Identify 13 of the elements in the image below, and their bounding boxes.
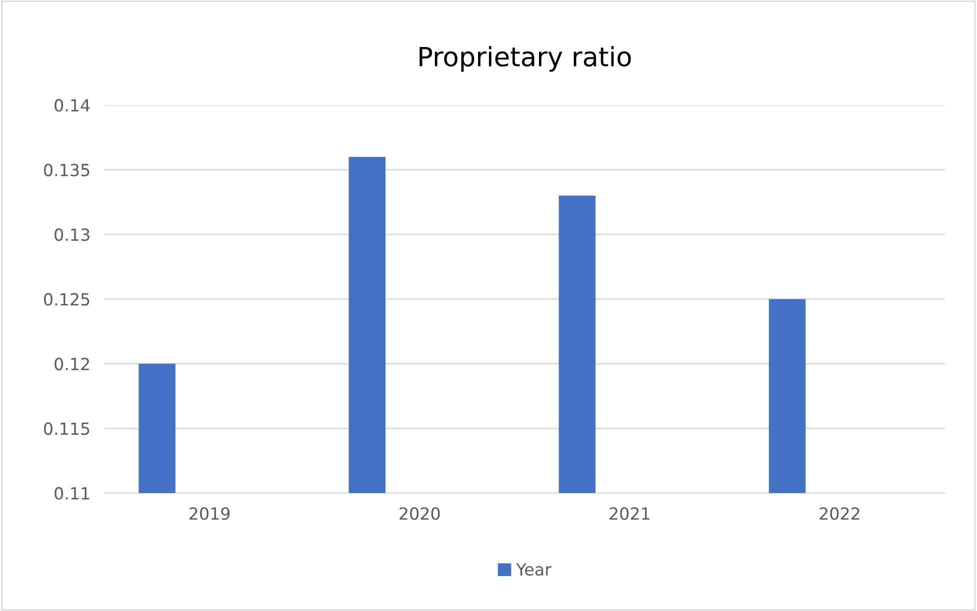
x-tick-label: 2020 bbox=[400, 507, 440, 520]
y-tick-label: 0.13 bbox=[54, 228, 90, 241]
y-tick-label: 0.125 bbox=[44, 293, 90, 306]
y-tick-label: 0.12 bbox=[54, 358, 89, 370]
chart-title: Proprietary ratio bbox=[420, 46, 631, 72]
legend-label: Year bbox=[516, 563, 552, 576]
x-tick-label: 2021 bbox=[610, 507, 650, 520]
y-tick-label: 0.14 bbox=[54, 99, 90, 112]
y-tick-label: 0.115 bbox=[44, 422, 90, 435]
y-tick-label: 0.11 bbox=[54, 487, 90, 500]
x-tick-label: 2019 bbox=[190, 507, 230, 520]
x-tick-label: 2022 bbox=[820, 507, 860, 520]
y-tick-label: 0.135 bbox=[44, 164, 90, 176]
